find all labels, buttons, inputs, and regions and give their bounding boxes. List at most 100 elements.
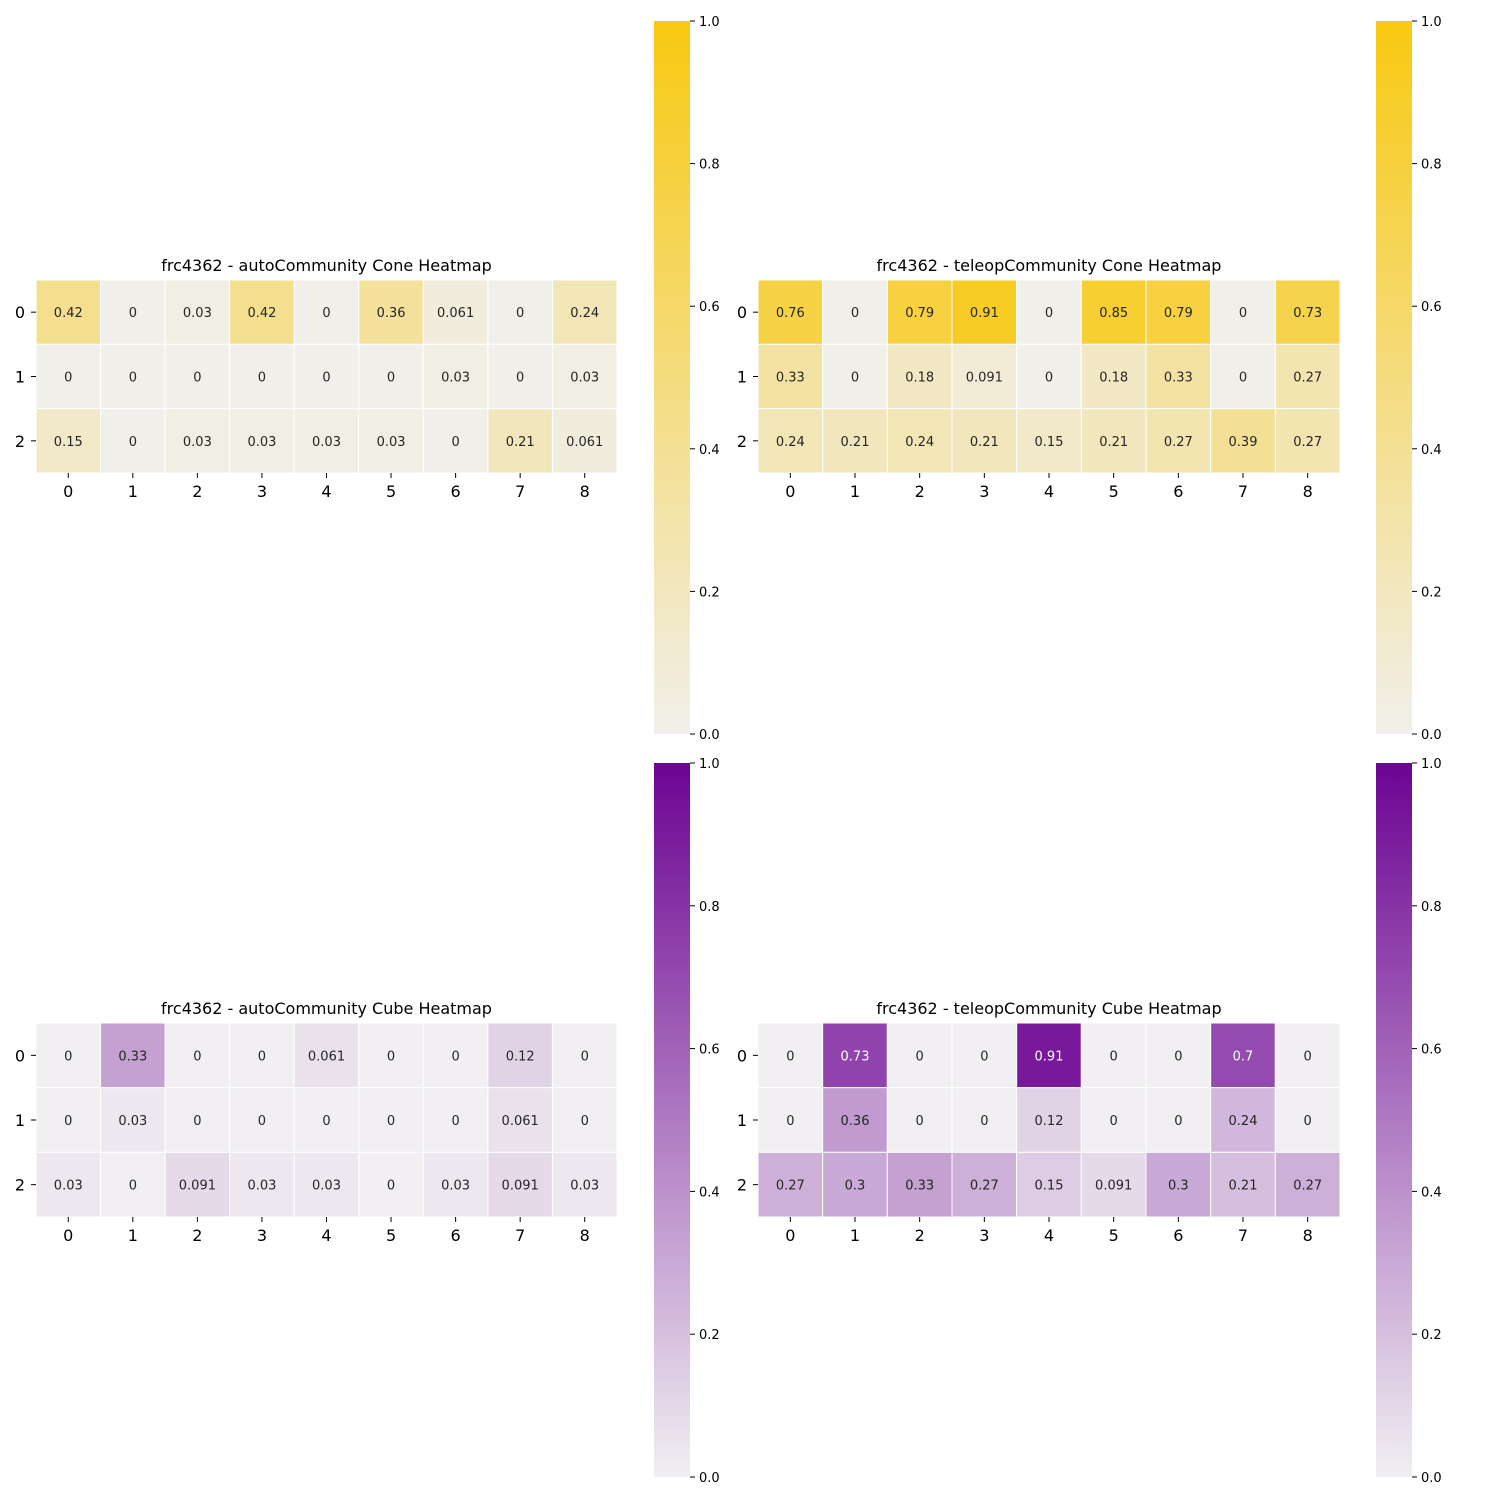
cell-annotation: 0.15 bbox=[1035, 1179, 1064, 1194]
x-tick-label: 6 bbox=[1173, 1226, 1183, 1245]
colorbar-tick-label: 0.2 bbox=[699, 1328, 720, 1343]
cell-annotation: 0.33 bbox=[1164, 371, 1193, 386]
x-tick-label: 4 bbox=[1044, 1226, 1054, 1245]
cell-annotation: 0 bbox=[129, 306, 137, 321]
cell-annotation: 0 bbox=[851, 306, 859, 321]
colorbar-tick-label: 0.6 bbox=[1421, 1043, 1442, 1058]
cell-annotation: 0.03 bbox=[312, 1179, 341, 1194]
chart-title: frc4362 - autoCommunity Cube Heatmap bbox=[161, 999, 492, 1018]
cell-annotation: 0.12 bbox=[1035, 1114, 1064, 1129]
cell-annotation: 0 bbox=[129, 1179, 137, 1194]
heatmap-cell bbox=[1210, 343, 1276, 410]
cell-annotation: 0 bbox=[1239, 371, 1247, 386]
colorbar-tick-label: 0.6 bbox=[699, 300, 720, 315]
cell-annotation: 0 bbox=[64, 371, 72, 386]
heatmap-cell bbox=[1274, 279, 1341, 345]
heatmap-cell bbox=[1080, 1087, 1147, 1153]
cell-annotation: 0.21 bbox=[1099, 435, 1128, 450]
heatmap-panel-3: frc4362 - teleopCommunity Cube Heatmap 0 0… bbox=[737, 757, 1442, 1486]
heatmap-cell bbox=[886, 1087, 953, 1153]
cell-annotation: 0.3 bbox=[1168, 1179, 1189, 1194]
heatmap-cell bbox=[100, 279, 166, 345]
x-tick-label: 4 bbox=[321, 1226, 331, 1245]
cell-annotation: 0 bbox=[451, 1114, 459, 1129]
cell-annotation: 0 bbox=[64, 1114, 72, 1129]
colorbar-tick-label: 0.4 bbox=[1421, 1185, 1442, 1200]
cell-annotation: 0.27 bbox=[1293, 371, 1322, 386]
cell-annotation: 0.091 bbox=[966, 371, 1003, 386]
x-tick-label: 0 bbox=[63, 1226, 73, 1245]
cell-annotation: 0.03 bbox=[183, 306, 212, 321]
cell-annotation: 0.061 bbox=[437, 306, 474, 321]
x-tick-label: 6 bbox=[451, 1226, 461, 1245]
cell-annotation: 0.061 bbox=[566, 435, 603, 450]
x-tick-label: 1 bbox=[128, 1226, 138, 1245]
heatmap-cell bbox=[293, 1022, 360, 1089]
cell-annotation: 0.12 bbox=[506, 1049, 535, 1064]
cell-annotation: 0.21 bbox=[1229, 1179, 1258, 1194]
cell-annotation: 0 bbox=[1304, 1114, 1312, 1129]
heatmap-cell bbox=[164, 1151, 231, 1218]
heatmap-cell bbox=[1210, 1022, 1276, 1089]
heatmap-cell bbox=[35, 279, 102, 345]
heatmap-cell bbox=[1274, 408, 1341, 474]
x-tick-label: 5 bbox=[1109, 482, 1119, 501]
colorbar-tick-label: 0.6 bbox=[1421, 300, 1442, 315]
x-tick-label: 2 bbox=[915, 1226, 925, 1245]
x-tick-label: 5 bbox=[386, 1226, 396, 1245]
cell-annotation: 0.79 bbox=[1164, 306, 1193, 321]
cell-annotation: 0 bbox=[581, 1049, 589, 1064]
cell-annotation: 0.061 bbox=[308, 1049, 345, 1064]
colorbar-tick-label: 0.8 bbox=[1421, 158, 1442, 173]
x-tick-label: 7 bbox=[515, 482, 525, 501]
cell-annotation: 0 bbox=[786, 1049, 794, 1064]
cell-annotation: 0.21 bbox=[506, 435, 535, 450]
y-tick-label: 2 bbox=[15, 1176, 25, 1195]
cell-annotation: 0 bbox=[916, 1049, 924, 1064]
colorbar-tick-label: 0.0 bbox=[1421, 1471, 1442, 1486]
cell-annotation: 0 bbox=[980, 1114, 988, 1129]
heatmap-cell bbox=[951, 279, 1018, 345]
heatmap-cell bbox=[100, 1022, 166, 1089]
cell-annotation: 0 bbox=[387, 1114, 395, 1129]
heatmap-cell bbox=[1080, 1151, 1147, 1218]
heatmap-cell bbox=[358, 279, 424, 345]
cell-annotation: 0.91 bbox=[970, 306, 999, 321]
cell-annotation: 0.091 bbox=[502, 1179, 539, 1194]
heatmap-cell bbox=[35, 1151, 102, 1218]
heatmap-cell bbox=[951, 1022, 1018, 1089]
cell-annotation: 0 bbox=[1110, 1049, 1118, 1064]
x-tick-label: 0 bbox=[785, 1226, 795, 1245]
heatmap-cell bbox=[551, 408, 618, 474]
x-tick-label: 6 bbox=[1173, 482, 1183, 501]
cell-annotation: 0.42 bbox=[54, 306, 83, 321]
heatmap-cell bbox=[1274, 1022, 1341, 1089]
heatmap-cell bbox=[100, 1087, 166, 1153]
cell-annotation: 0.061 bbox=[502, 1114, 539, 1129]
cell-annotation: 0.27 bbox=[1164, 435, 1193, 450]
heatmap-cell bbox=[886, 343, 953, 410]
colorbar-tick-label: 0.4 bbox=[1421, 443, 1442, 458]
x-tick-label: 5 bbox=[1109, 1226, 1119, 1245]
cell-annotation: 0.03 bbox=[247, 1179, 276, 1194]
cell-annotation: 0 bbox=[387, 371, 395, 386]
heatmap-cell bbox=[1145, 1022, 1212, 1089]
x-tick-label: 0 bbox=[785, 482, 795, 501]
heatmap-cell bbox=[164, 1087, 231, 1153]
x-tick-label: 2 bbox=[192, 1226, 202, 1245]
colorbar-tick-label: 0.8 bbox=[699, 900, 720, 915]
cell-annotation: 0 bbox=[322, 1114, 330, 1129]
colorbar bbox=[1376, 21, 1412, 734]
y-tick-label: 2 bbox=[15, 432, 25, 451]
heatmap-cell bbox=[487, 343, 553, 410]
heatmap-cell bbox=[822, 408, 888, 474]
x-tick-label: 2 bbox=[192, 482, 202, 501]
cell-annotation: 0.73 bbox=[1293, 306, 1322, 321]
cell-annotation: 0 bbox=[387, 1179, 395, 1194]
heatmap-cell bbox=[1145, 343, 1212, 410]
colorbar bbox=[654, 763, 690, 1477]
x-tick-label: 3 bbox=[257, 1226, 267, 1245]
colorbar bbox=[1376, 763, 1412, 1477]
heatmap-cell bbox=[164, 1022, 231, 1089]
x-tick-label: 1 bbox=[850, 1226, 860, 1245]
